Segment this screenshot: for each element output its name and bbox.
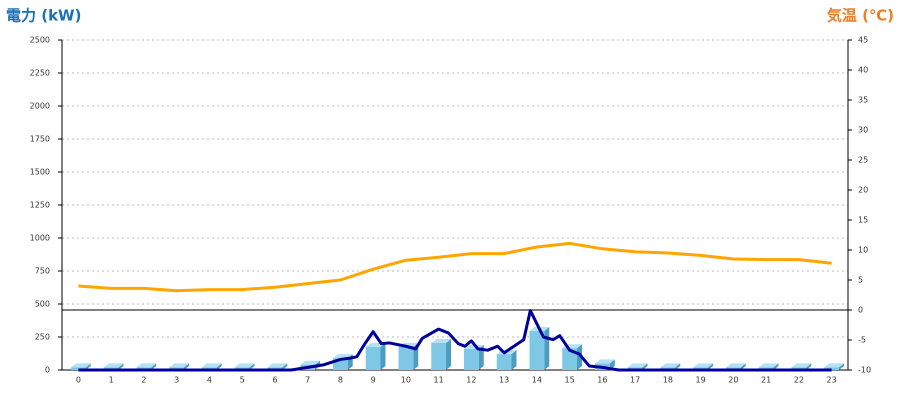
bar-side: [707, 363, 713, 370]
bar-top: [169, 363, 189, 368]
x-tick-label: 13: [499, 376, 509, 385]
bar-side: [511, 350, 517, 370]
bar-side: [642, 363, 648, 370]
x-tick-label: 1: [109, 376, 114, 385]
bar: [496, 354, 512, 370]
y2-tick-label: 10: [858, 246, 868, 255]
x-tick-label: 15: [565, 376, 575, 385]
y2-tick-label: 25: [858, 156, 868, 165]
bar-top: [431, 338, 451, 343]
line: [78, 309, 832, 372]
right-axis-title: 気温 (℃): [827, 7, 894, 25]
y2-tick-label: 40: [858, 66, 868, 75]
y-tick-label: 2250: [30, 69, 50, 78]
y2-tick-label: 20: [858, 186, 868, 195]
x-tick-label: 18: [663, 376, 673, 385]
y-tick-label: 750: [35, 267, 50, 276]
bar-top: [693, 363, 713, 368]
bar-side: [118, 363, 124, 370]
x-tick-label: 4: [207, 376, 212, 385]
bar-top: [71, 363, 91, 368]
bar: [464, 348, 479, 370]
bar-side: [380, 342, 386, 370]
bar-top: [234, 363, 255, 368]
x-tick-label: 7: [305, 376, 310, 385]
bar-side: [773, 363, 779, 370]
bar: [562, 348, 577, 370]
bar-side: [576, 344, 582, 370]
bar-side: [151, 363, 157, 370]
bar-top: [758, 363, 779, 368]
bar-top: [726, 363, 746, 368]
y2-tick-label: 45: [858, 36, 868, 45]
y-tick-label: 0: [45, 366, 50, 375]
line: [78, 241, 832, 293]
bar-side: [183, 363, 189, 370]
x-tick-label: 14: [532, 376, 542, 385]
x-tick-label: 2: [141, 376, 146, 385]
x-tick-label: 6: [272, 376, 277, 385]
x-tick-label: 22: [794, 376, 804, 385]
bar-top: [267, 363, 288, 368]
bar: [365, 346, 381, 370]
bar-top: [791, 363, 812, 368]
bar-side: [675, 363, 681, 370]
x-tick-label: 19: [696, 376, 706, 385]
bar-top: [136, 363, 157, 368]
y2-tick-label: -5: [858, 336, 866, 345]
x-tick-label: 10: [401, 376, 411, 385]
bar: [431, 342, 446, 370]
y-tick-label: 1750: [30, 135, 50, 144]
x-tick-label: 3: [174, 376, 179, 385]
bar: [333, 358, 348, 370]
bar-top: [824, 363, 844, 368]
bar-side: [445, 338, 451, 370]
bar: [529, 331, 545, 370]
left-axis-title: 電力 (kW): [6, 7, 81, 25]
bar-side: [478, 344, 484, 370]
bar-top: [300, 360, 320, 365]
bar-side: [249, 363, 255, 370]
x-tick-label: 9: [371, 376, 376, 385]
bar: [398, 346, 414, 370]
bar-top: [202, 363, 222, 368]
x-tick-label: 23: [827, 376, 837, 385]
y2-tick-label: 15: [858, 216, 868, 225]
bar-side: [216, 363, 222, 370]
x-tick-label: 21: [761, 376, 771, 385]
bar-top: [660, 363, 681, 368]
bar-side: [282, 363, 288, 370]
bar-side: [740, 363, 746, 370]
x-tick-label: 16: [597, 376, 607, 385]
x-tick-label: 0: [76, 376, 81, 385]
y-tick-label: 500: [35, 300, 50, 309]
x-tick-label: 11: [434, 376, 444, 385]
bar-side: [85, 363, 91, 370]
bar-side: [806, 363, 812, 370]
y-tick-label: 250: [35, 333, 50, 342]
bar-side: [838, 363, 844, 370]
y-tick-label: 1000: [30, 234, 50, 243]
y2-tick-label: 35: [858, 96, 868, 105]
bar-top: [103, 363, 124, 368]
y-tick-label: 2000: [30, 102, 50, 111]
y2-tick-label: 0: [858, 306, 863, 315]
bar-top: [595, 359, 615, 364]
y-tick-label: 2500: [30, 36, 50, 45]
y-tick-label: 1250: [30, 201, 50, 210]
bar-top: [627, 363, 648, 368]
x-tick-label: 8: [338, 376, 343, 385]
x-tick-label: 17: [630, 376, 640, 385]
x-tick-label: 12: [466, 376, 476, 385]
x-tick-label: 5: [240, 376, 245, 385]
y-tick-label: 1500: [30, 168, 50, 177]
y2-tick-label: 5: [858, 276, 863, 285]
x-tick-label: 20: [728, 376, 738, 385]
y2-tick-label: -10: [858, 366, 871, 375]
y2-tick-label: 30: [858, 126, 868, 135]
bar-side: [544, 327, 550, 370]
